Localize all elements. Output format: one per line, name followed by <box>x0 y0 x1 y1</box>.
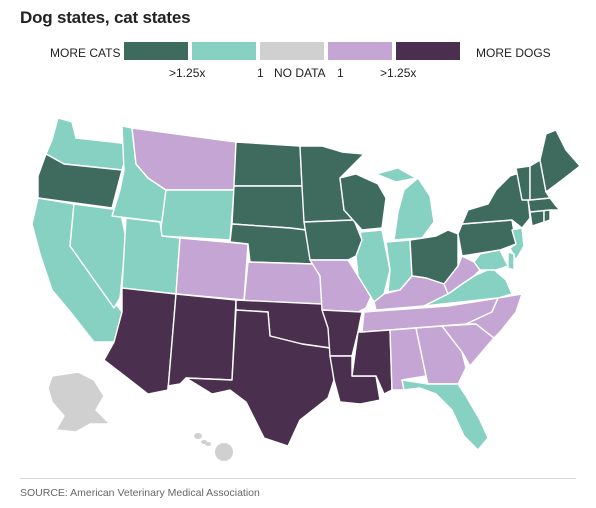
footer-divider <box>20 478 576 479</box>
state-louisiana <box>329 355 381 405</box>
state-missouri <box>309 259 373 313</box>
us-map <box>0 80 596 470</box>
state-kansas <box>243 261 323 305</box>
legend-swatch-cats <box>192 42 256 60</box>
legend-swatch-dogs <box>328 42 392 60</box>
state-north-carolina <box>465 293 523 339</box>
state-florida <box>401 379 489 451</box>
state-hawaii <box>194 433 233 461</box>
legend-left-label: MORE CATS <box>50 46 121 60</box>
legend-tick-dogs-one: 1 <box>337 66 344 80</box>
legend-swatch-nodata <box>260 42 324 60</box>
source-note: SOURCE: American Veterinary Medical Asso… <box>20 487 260 499</box>
state-rhode-island <box>543 209 551 223</box>
legend-tick-cats-strong: >1.25x <box>169 66 206 80</box>
state-new-jersey <box>509 227 525 261</box>
legend-tick-dogs-strong: >1.25x <box>380 66 417 80</box>
legend: MORE CATS MORE DOGS >1.25x 1 NO DATA 1 >… <box>20 42 580 82</box>
state-oregon <box>37 153 123 209</box>
state-pennsylvania <box>457 219 517 257</box>
page-title: Dog states, cat states <box>20 8 191 27</box>
state-wisconsin <box>339 173 387 231</box>
state-new-mexico <box>167 293 237 391</box>
state-maine <box>539 129 581 193</box>
state-north-dakota <box>233 141 303 187</box>
state-kentucky <box>373 275 449 311</box>
state-south-dakota <box>231 185 307 231</box>
state-michigan <box>375 167 435 241</box>
state-delaware <box>507 251 515 271</box>
state-alaska <box>47 371 111 433</box>
legend-swatch-cats-strong <box>124 42 188 60</box>
legend-swatch-dogs-strong <box>396 42 460 60</box>
legend-tick-nodata: NO DATA <box>274 66 326 80</box>
state-colorado <box>175 237 249 301</box>
legend-tick-cats-one: 1 <box>257 66 264 80</box>
state-maryland <box>473 249 509 271</box>
state-texas <box>185 309 335 447</box>
state-iowa <box>303 219 363 261</box>
legend-right-label: MORE DOGS <box>476 46 551 60</box>
state-wyoming <box>159 189 235 241</box>
